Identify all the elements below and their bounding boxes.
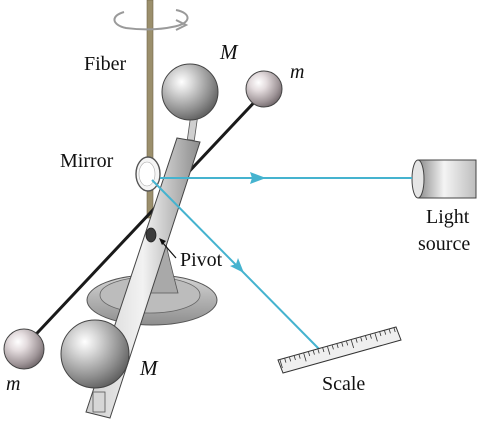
light-source-label-line1: Light xyxy=(426,206,470,228)
scale-tick xyxy=(341,342,344,347)
incident-beam-arrow-icon xyxy=(250,172,266,184)
scale-tick xyxy=(374,333,378,342)
scale-tick xyxy=(293,355,296,361)
scale-tick xyxy=(279,359,283,369)
small-mass-top-label: m xyxy=(290,61,304,83)
small-mass-bottom xyxy=(3,328,45,370)
scale xyxy=(277,326,402,374)
pivot-pointer xyxy=(161,241,177,259)
scale-label: Scale xyxy=(322,373,365,395)
large-mass-bottom xyxy=(60,319,130,389)
scale-tick xyxy=(322,347,325,353)
light-source-label-line2: source xyxy=(418,233,470,255)
pivot-pointer-arrow-icon xyxy=(159,238,166,245)
scale-tick xyxy=(336,343,339,349)
scale-tick xyxy=(308,351,311,357)
scale-tick xyxy=(393,327,396,333)
scale-tick xyxy=(355,338,358,343)
scale-tick xyxy=(365,335,368,341)
pivot xyxy=(145,227,157,243)
large-mass-bottom-label: M xyxy=(139,356,159,380)
scale-tick xyxy=(346,341,349,346)
reflected-beam-arrow-icon xyxy=(230,258,244,273)
scale-tick xyxy=(289,357,292,362)
scale-tick xyxy=(388,329,391,334)
scale-tick xyxy=(284,358,287,363)
scale-tick xyxy=(298,354,301,359)
scale-tick xyxy=(317,349,320,354)
pivot-label: Pivot xyxy=(180,249,223,271)
scale-ticks xyxy=(279,327,396,369)
small-mass-rod xyxy=(22,92,264,349)
rotation-arrow-icon xyxy=(113,9,189,31)
scale-tick xyxy=(303,353,307,362)
scale-tick xyxy=(360,337,363,342)
fiber-label: Fiber xyxy=(84,53,127,75)
scale-tick xyxy=(350,339,355,349)
scale-tick xyxy=(384,330,387,335)
small-mass-top xyxy=(245,70,283,108)
scale-tick xyxy=(327,346,331,355)
scale-tick xyxy=(312,350,315,355)
light-source xyxy=(411,159,477,199)
mirror xyxy=(135,156,161,192)
large-mass-top-label: M xyxy=(219,40,239,64)
scale-tick xyxy=(369,334,372,339)
small-mass-bottom-label: m xyxy=(6,373,20,395)
scale-tick xyxy=(379,331,382,337)
mirror-label: Mirror xyxy=(60,150,114,172)
large-mass-top xyxy=(161,63,219,121)
scale-tick xyxy=(331,345,334,350)
